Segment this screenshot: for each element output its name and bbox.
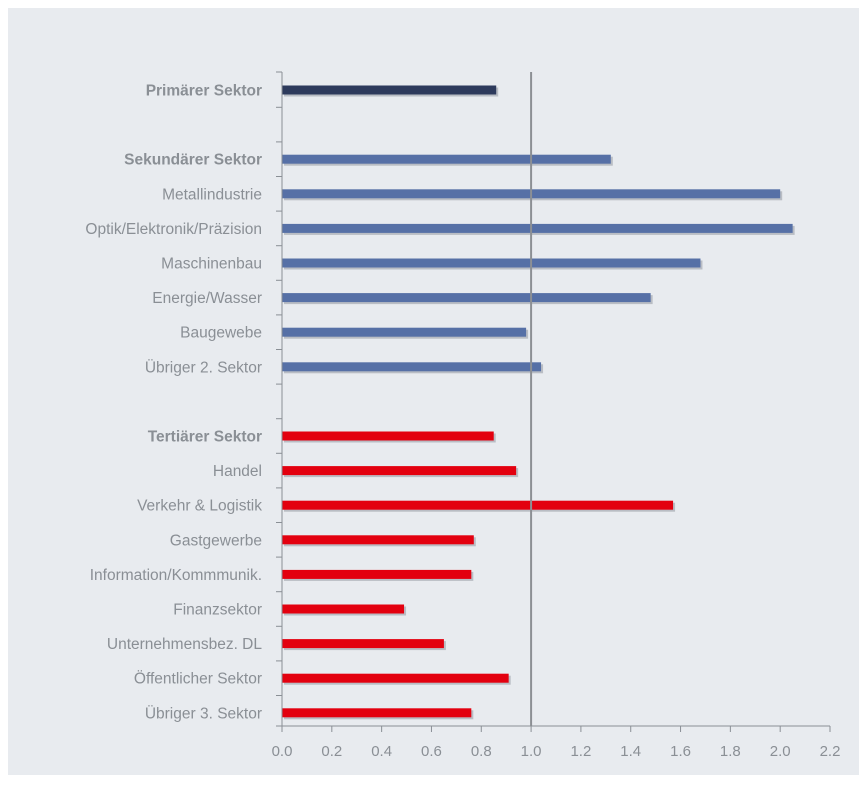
- x-tick-label: 0.8: [471, 743, 492, 760]
- x-tick-label: 0.6: [421, 743, 442, 760]
- category-label: Öffentlicher Sektor: [134, 670, 262, 688]
- x-tick-label: 1.0: [521, 743, 542, 760]
- category-label: Energie/Wasser: [152, 290, 262, 307]
- bar-Energie/Wasser: [282, 293, 651, 303]
- category-label: Handel: [213, 463, 262, 480]
- x-tick-label: 0.4: [371, 743, 392, 760]
- x-tick-label: 1.6: [670, 743, 691, 760]
- category-label: Übriger 2. Sektor: [145, 358, 262, 376]
- category-label: Verkehr & Logistik: [137, 498, 262, 515]
- bar-chart: Primärer Sektor Sekundärer Sektor Metallin…: [85, 71, 841, 760]
- x-tick-label: 1.4: [620, 743, 641, 760]
- x-tick-label: 0.0: [272, 743, 293, 760]
- axes: [276, 71, 831, 732]
- category-label: Optik/Elektronik/Präzision: [85, 221, 262, 238]
- bar-Finanzsektor: [282, 604, 405, 614]
- x-tick-label: 1.2: [570, 743, 591, 760]
- x-tick-label: 2.0: [770, 743, 791, 760]
- x-tick-label: 0.2: [321, 743, 342, 760]
- bar-Tertiärer Sektor: [282, 431, 494, 441]
- bar-Optik/Elektronik/Präzision: [282, 223, 793, 233]
- category-label: Gastgewerbe: [170, 532, 262, 549]
- category-label: Metallindustrie: [162, 186, 262, 203]
- bar-Handel: [282, 466, 517, 476]
- category-label: Übriger 3. Sektor: [145, 704, 262, 722]
- category-label: Baugewebe: [180, 325, 262, 342]
- category-label: Unternehmensbez. DL: [107, 636, 262, 653]
- x-tick-label: 2.2: [820, 743, 841, 760]
- bar-Übriger 2. Sektor: [282, 362, 542, 372]
- bar-shadows: [284, 87, 795, 720]
- bar-Primärer Sektor: [282, 85, 497, 95]
- bar-Übriger 3. Sektor: [282, 708, 472, 718]
- category-label: Maschinenbau: [161, 256, 262, 273]
- bar-Baugewebe: [282, 327, 527, 337]
- category-label: Finanzsektor: [173, 602, 262, 619]
- chart-panel: Primärer Sektor Sekundärer Sektor Metallin…: [8, 8, 859, 775]
- bar-Information/Kommmunik.: [282, 569, 472, 579]
- bars: [282, 85, 793, 718]
- bar-Unternehmensbez. DL: [282, 639, 444, 649]
- category-labels: Primärer Sektor Sekundärer Sektor Metallin…: [85, 83, 262, 723]
- category-label: Tertiärer Sektor: [148, 429, 262, 446]
- x-tick-label: 1.8: [720, 743, 741, 760]
- category-label: Primärer Sektor: [146, 83, 262, 100]
- category-label: Information/Kommmunik.: [90, 567, 262, 584]
- bar-Sekundärer Sektor: [282, 154, 611, 164]
- x-tick-labels: 0.0 0.2 0.4 0.6 0.8 1.0 1.2 1.4 1.6 1.8 2.0 2.2: [272, 743, 841, 760]
- bar-Gastgewerbe: [282, 535, 474, 545]
- bar-Verkehr & Logistik: [282, 500, 674, 510]
- bar-Maschinenbau: [282, 258, 701, 268]
- category-label: Sekundärer Sektor: [124, 152, 262, 169]
- bar-Öffentlicher Sektor: [282, 673, 509, 683]
